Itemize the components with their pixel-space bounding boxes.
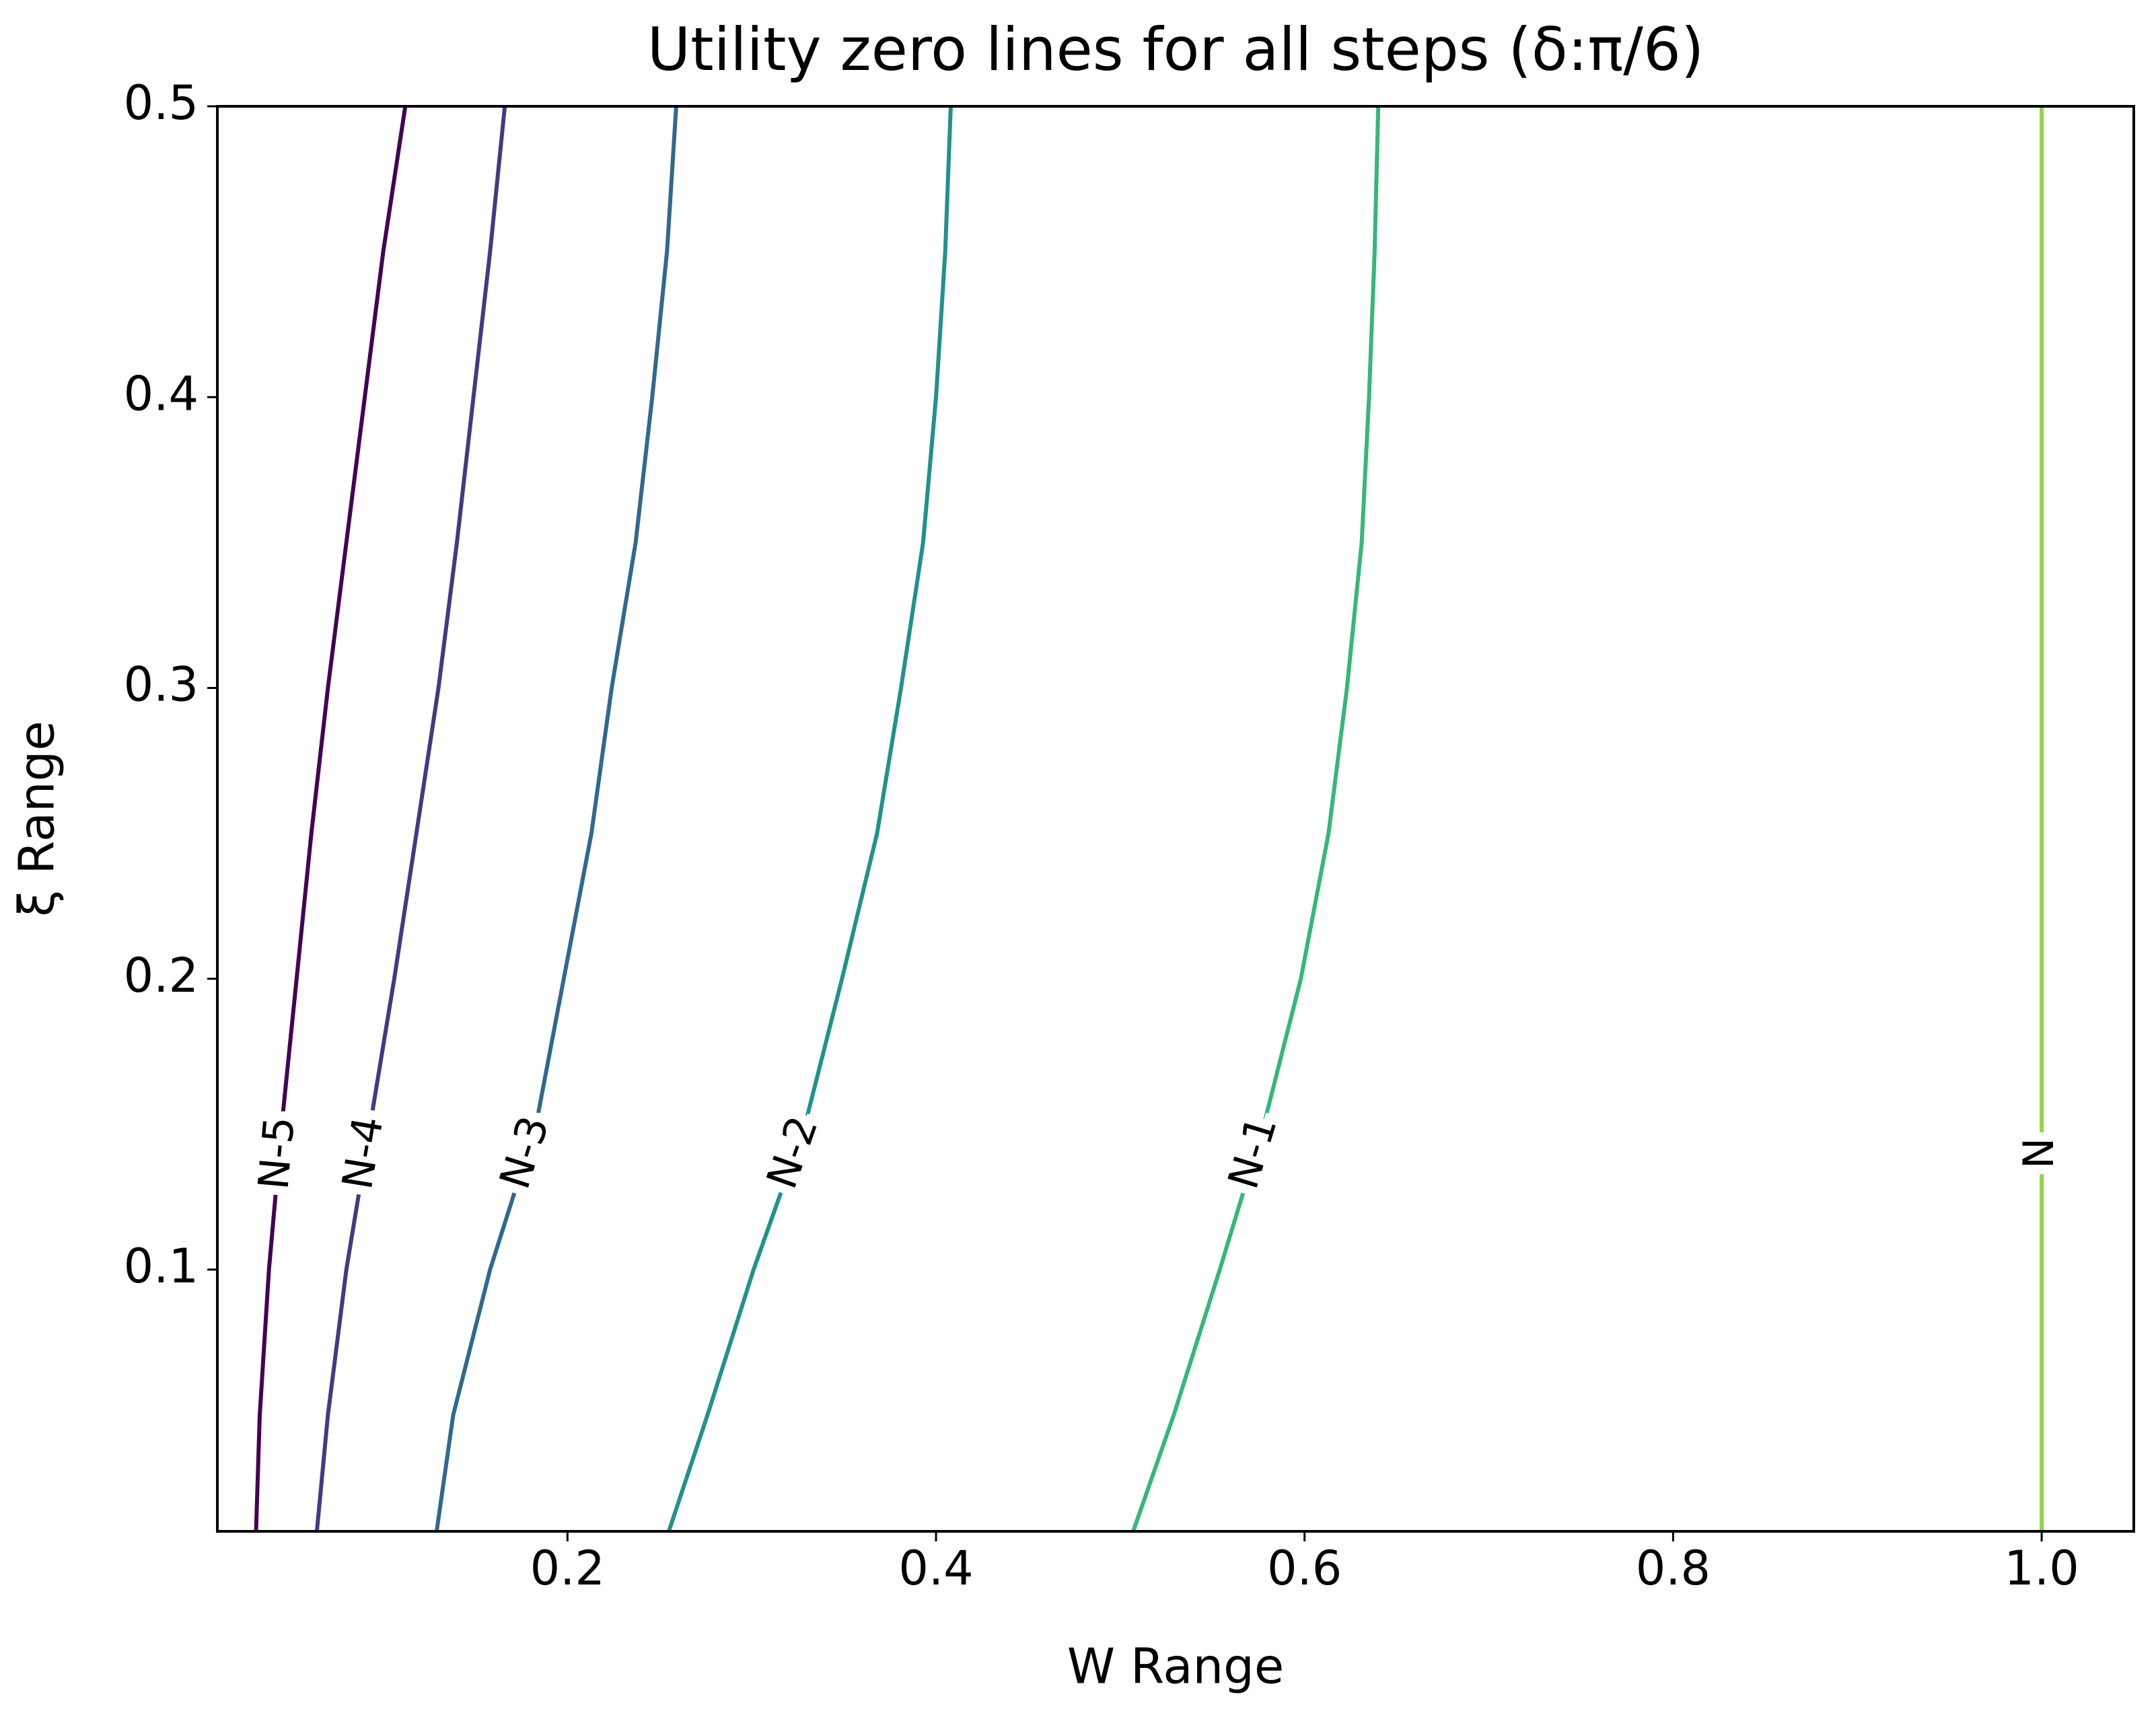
plot-frame — [216, 105, 2135, 1533]
y-tick-label: 0.1 — [124, 1239, 199, 1294]
contour-line — [314, 106, 507, 1532]
contour-line — [434, 106, 678, 1532]
x-tick-label: 0.2 — [530, 1541, 605, 1596]
contour-label: N-2 — [757, 1109, 828, 1194]
x-tick-label: 0.4 — [898, 1541, 973, 1596]
contour-label: N-5 — [248, 1115, 303, 1192]
x-tick-label: 1.0 — [2004, 1541, 2079, 1596]
x-axis-label: W Range — [1067, 1638, 1284, 1695]
y-tick-label: 0.2 — [124, 948, 199, 1003]
contour-label: N-1 — [1218, 1110, 1286, 1194]
y-axis-label: ξ Range — [9, 721, 65, 916]
x-tick-label: 0.8 — [1636, 1541, 1711, 1596]
contour-label: N-4 — [332, 1113, 393, 1193]
chart-title: Utility zero lines for all steps (δ:π/6) — [647, 15, 1704, 84]
contour-line — [254, 106, 408, 1532]
y-tick-label: 0.4 — [124, 366, 199, 421]
contour-label: N — [2014, 1138, 2063, 1169]
x-tick-label: 0.6 — [1267, 1541, 1342, 1596]
contour-line — [1131, 106, 1381, 1532]
contour-label: N-3 — [490, 1110, 559, 1194]
contour-line — [667, 106, 953, 1532]
y-tick-label: 0.3 — [124, 657, 199, 713]
y-tick-label: 0.5 — [124, 75, 199, 131]
